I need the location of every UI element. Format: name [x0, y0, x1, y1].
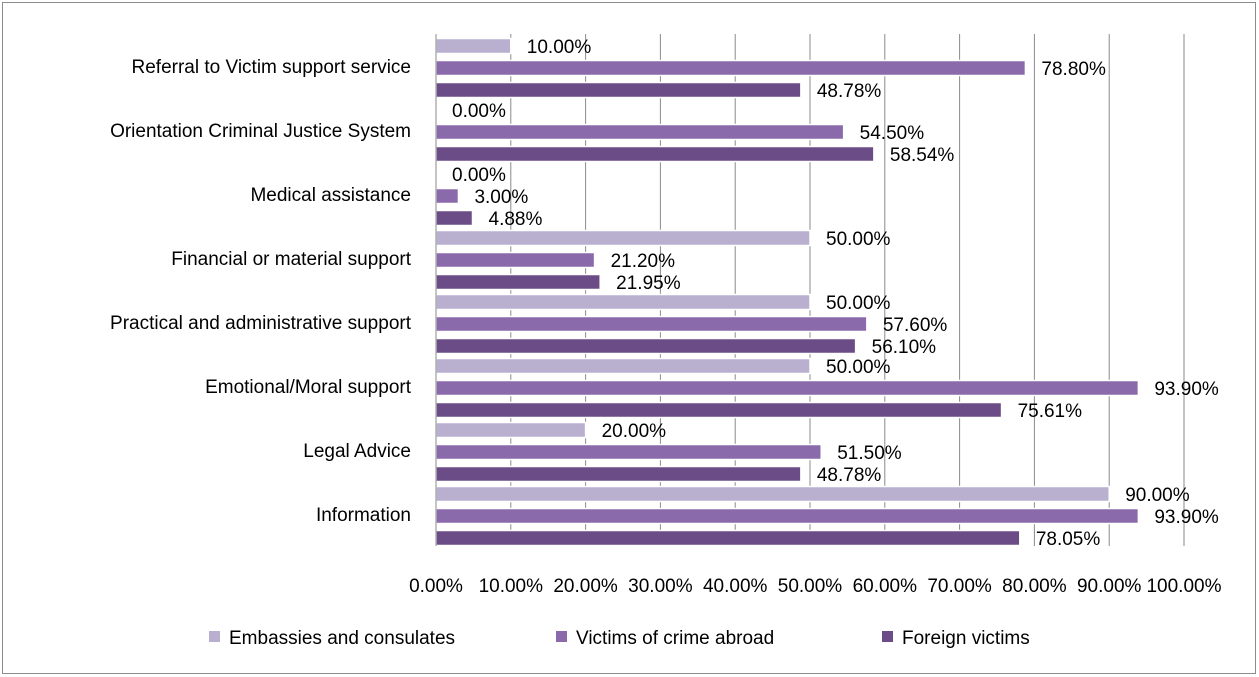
category-label: Medical assistance — [250, 185, 411, 206]
data-label: 54.50% — [860, 123, 925, 144]
x-tick-label: 0.00% — [409, 576, 463, 597]
data-label: 57.60% — [883, 315, 948, 336]
data-label: 10.00% — [527, 37, 592, 58]
bar — [435, 507, 1140, 525]
category-label: Financial or material support — [171, 249, 411, 270]
bar — [435, 273, 601, 291]
data-label: 78.05% — [1036, 529, 1101, 550]
data-label: 50.00% — [826, 357, 891, 378]
x-tick-label: 70.00% — [927, 576, 992, 597]
bar — [435, 81, 802, 99]
data-label: 50.00% — [826, 293, 891, 314]
data-label: 93.90% — [1154, 507, 1219, 528]
data-label: 21.95% — [616, 273, 681, 294]
data-label: 90.00% — [1125, 485, 1190, 506]
x-tick-label: 40.00% — [703, 576, 768, 597]
bar — [435, 485, 1110, 503]
data-label: 0.00% — [452, 101, 506, 122]
category-label: Practical and administrative support — [110, 313, 412, 334]
bar — [435, 37, 512, 55]
data-label: 75.61% — [1018, 401, 1083, 422]
legend-label: Embassies and consulates — [229, 628, 455, 649]
bar — [435, 123, 845, 141]
data-label: 56.10% — [872, 337, 937, 358]
category-label: Orientation Criminal Justice System — [110, 121, 411, 142]
legend-swatch — [556, 631, 567, 642]
tick-labels: 0.00% 10.00% 20.00% 30.00% 40.00% 50.00% 60.00… — [409, 576, 1222, 597]
category-label: Legal Advice — [303, 441, 411, 462]
legend: Embassies and consulates Victims of crime… — [209, 628, 1030, 649]
bar — [435, 59, 1027, 77]
bar — [435, 187, 460, 205]
data-label: 48.78% — [817, 465, 882, 486]
legend-swatch — [209, 631, 220, 642]
value-labels: 10.00% 78.80% 48.78% 0.00% 54.50%58.54% 0.00%… — [452, 37, 1219, 550]
bar — [435, 293, 811, 311]
bar — [435, 209, 474, 227]
bar — [435, 251, 596, 269]
x-tick-label: 10.00% — [479, 576, 544, 597]
bar — [435, 421, 587, 439]
bars — [435, 37, 1140, 547]
data-label: 48.78% — [817, 81, 882, 102]
category-labels: Referral to Victim support service Orient… — [110, 57, 412, 526]
bar — [435, 529, 1021, 547]
bar — [435, 145, 875, 163]
x-tick-label: 30.00% — [628, 576, 693, 597]
data-label: 58.54% — [890, 145, 955, 166]
bar — [435, 337, 857, 355]
x-tick-label: 20.00% — [553, 576, 618, 597]
bar — [435, 357, 811, 375]
category-label: Emotional/Moral support — [205, 377, 412, 398]
x-tick-label: 50.00% — [778, 576, 843, 597]
bar — [435, 443, 822, 461]
data-label: 93.90% — [1154, 379, 1219, 400]
x-tick-label: 100.00% — [1146, 576, 1221, 597]
bar — [435, 379, 1140, 397]
data-label: 3.00% — [474, 187, 528, 208]
data-label: 4.88% — [489, 209, 543, 230]
bar — [435, 315, 868, 333]
legend-swatch — [882, 631, 893, 642]
data-label: 50.00% — [826, 229, 891, 250]
category-label: Information — [316, 505, 411, 526]
x-tick-label: 80.00% — [1002, 576, 1067, 597]
bar — [435, 401, 1003, 419]
legend-label: Foreign victims — [902, 628, 1030, 649]
data-label: 20.00% — [602, 421, 667, 442]
data-label: 21.20% — [611, 251, 676, 272]
x-tick-label: 60.00% — [853, 576, 918, 597]
data-label: 51.50% — [837, 443, 902, 464]
data-label: 78.80% — [1041, 59, 1106, 80]
data-label: 0.00% — [452, 165, 506, 186]
legend-label: Victims of crime abroad — [576, 628, 774, 649]
x-tick-label: 90.00% — [1077, 576, 1142, 597]
bar — [435, 465, 802, 483]
bar — [435, 229, 811, 247]
category-label: Referral to Victim support service — [132, 57, 411, 78]
